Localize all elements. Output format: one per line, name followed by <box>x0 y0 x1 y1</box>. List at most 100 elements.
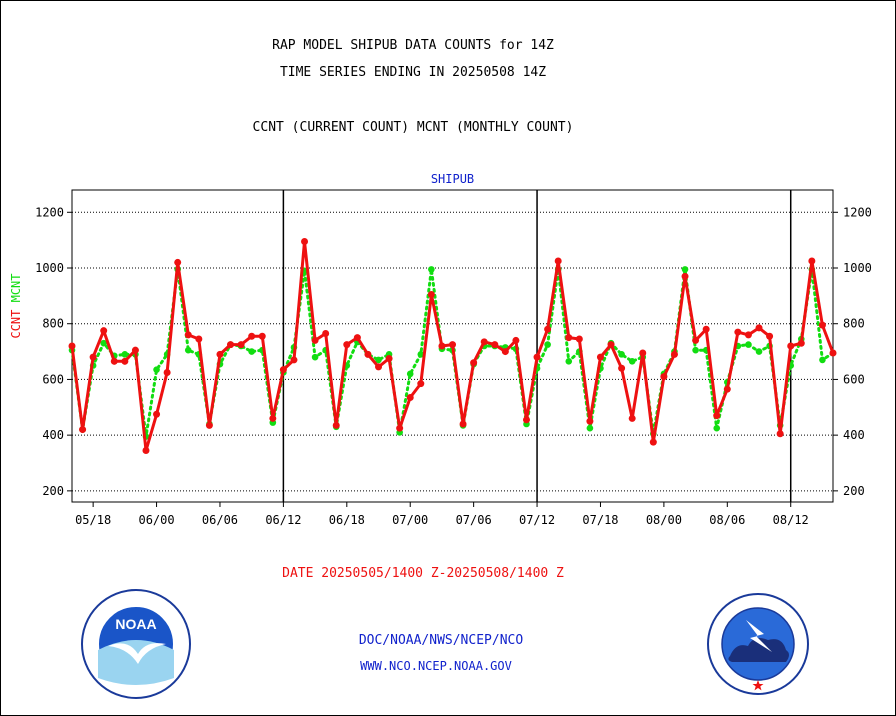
data-point-ccnt <box>501 348 509 356</box>
data-point-ccnt <box>565 334 573 342</box>
y-label-mcnt: MCNT <box>9 273 23 302</box>
data-point-mcnt <box>618 351 625 358</box>
data-point-ccnt <box>174 258 182 266</box>
data-point-ccnt <box>258 332 266 340</box>
data-point-ccnt <box>575 335 583 343</box>
x-tick-label: 07/06 <box>456 513 492 527</box>
data-point-ccnt <box>639 349 647 357</box>
chart-subtitle: CCNT (CURRENT COUNT) MCNT (MONTHLY COUNT… <box>252 120 574 135</box>
data-point-ccnt <box>205 421 213 429</box>
y-tick-label-left: 200 <box>42 484 64 498</box>
data-point-ccnt <box>290 356 298 364</box>
footer-website: WWW.NCO.NCEP.NOAA.GOV <box>360 659 512 673</box>
data-point-mcnt <box>628 358 636 365</box>
data-point-ccnt <box>279 366 287 374</box>
x-tick-label: 06/12 <box>265 513 301 527</box>
data-point-mcnt <box>417 351 425 358</box>
data-point-ccnt <box>544 325 552 333</box>
y-tick-label-right: 200 <box>843 484 865 498</box>
x-tick-label: 07/18 <box>582 513 618 527</box>
data-point-ccnt <box>311 336 319 344</box>
x-tick-label: 06/06 <box>202 513 238 527</box>
x-tick-label: 07/12 <box>519 513 555 527</box>
y-tick-label-right: 600 <box>843 372 865 386</box>
data-point-ccnt <box>787 342 795 350</box>
noaa-logo: NOAA <box>81 589 191 699</box>
data-point-ccnt <box>522 416 530 424</box>
data-point-ccnt <box>649 438 657 446</box>
data-point-ccnt <box>332 421 340 429</box>
data-point-ccnt <box>797 339 805 347</box>
data-point-ccnt <box>808 257 816 265</box>
data-point-ccnt <box>491 341 499 349</box>
data-point-ccnt <box>131 346 139 354</box>
data-point-ccnt <box>480 338 488 346</box>
data-point-ccnt <box>692 336 700 344</box>
chart-title-line1: RAP MODEL SHIPUB DATA COUNTS for 14Z <box>272 38 554 53</box>
data-point-ccnt <box>744 331 752 339</box>
data-point-ccnt <box>142 446 150 454</box>
y-tick-label-right: 400 <box>843 428 865 442</box>
data-point-ccnt <box>449 341 456 349</box>
data-point-ccnt <box>364 350 372 358</box>
data-point-ccnt <box>766 332 774 340</box>
data-point-ccnt <box>153 410 161 418</box>
data-point-mcnt <box>586 424 594 432</box>
x-tick-label: 06/00 <box>138 513 174 527</box>
data-point-mcnt <box>428 266 435 273</box>
data-point-mcnt <box>121 351 129 358</box>
data-point-ccnt <box>438 342 446 350</box>
data-point-ccnt <box>121 357 129 365</box>
data-point-ccnt <box>660 373 668 381</box>
data-point-ccnt <box>184 331 192 339</box>
data-point-mcnt <box>745 341 752 348</box>
date-range: DATE 20250505/1400 Z-20250508/1400 Z <box>282 566 564 581</box>
data-point-ccnt <box>512 336 520 344</box>
y-tick-label-right: 1200 <box>843 205 872 219</box>
x-tick-label: 05/18 <box>75 513 111 527</box>
chart-title-line2: TIME SERIES ENDING IN 20250508 14Z <box>279 65 547 80</box>
y-tick-label-right: 800 <box>843 317 865 331</box>
data-point-ccnt <box>607 341 615 349</box>
data-point-ccnt <box>586 417 594 425</box>
data-point-ccnt <box>702 325 710 333</box>
data-point-ccnt <box>322 329 330 337</box>
data-point-ccnt <box>227 341 235 349</box>
x-tick-label: 06/18 <box>329 513 365 527</box>
data-point-ccnt <box>533 353 541 361</box>
data-point-ccnt <box>89 353 97 361</box>
y-tick-label-left: 800 <box>42 317 64 331</box>
y-axis-label: CCNT MCNT <box>9 273 23 338</box>
data-point-ccnt <box>406 394 414 402</box>
data-point-mcnt <box>153 366 160 373</box>
data-point-mcnt <box>311 353 319 361</box>
nws-logo <box>707 593 809 695</box>
data-point-mcnt <box>692 346 699 354</box>
data-point-mcnt <box>565 358 573 365</box>
x-tick-label: 08/00 <box>646 513 682 527</box>
data-point-mcnt <box>100 339 108 347</box>
y-tick-label-left: 600 <box>42 372 64 386</box>
data-point-ccnt <box>723 385 731 393</box>
y-tick-label-left: 400 <box>42 428 64 442</box>
footer-agency: DOC/NOAA/NWS/NCEP/NCO <box>358 633 524 648</box>
data-point-ccnt <box>237 341 245 349</box>
data-point-ccnt <box>755 324 763 332</box>
data-point-mcnt <box>713 424 721 432</box>
data-point-mcnt <box>248 348 255 355</box>
data-point-ccnt <box>628 414 636 422</box>
noaa-logo-text: NOAA <box>115 616 156 632</box>
data-point-ccnt <box>68 342 76 350</box>
data-point-mcnt <box>681 266 689 273</box>
data-point-mcnt <box>544 341 551 348</box>
data-point-mcnt <box>406 370 414 378</box>
data-point-ccnt <box>375 363 383 371</box>
data-point-ccnt <box>79 426 87 434</box>
data-point-ccnt <box>269 414 277 422</box>
data-point-ccnt <box>618 364 626 372</box>
data-point-mcnt <box>184 346 192 354</box>
data-point-ccnt <box>100 327 108 335</box>
data-point-ccnt <box>734 328 742 336</box>
data-point-ccnt <box>195 335 203 343</box>
